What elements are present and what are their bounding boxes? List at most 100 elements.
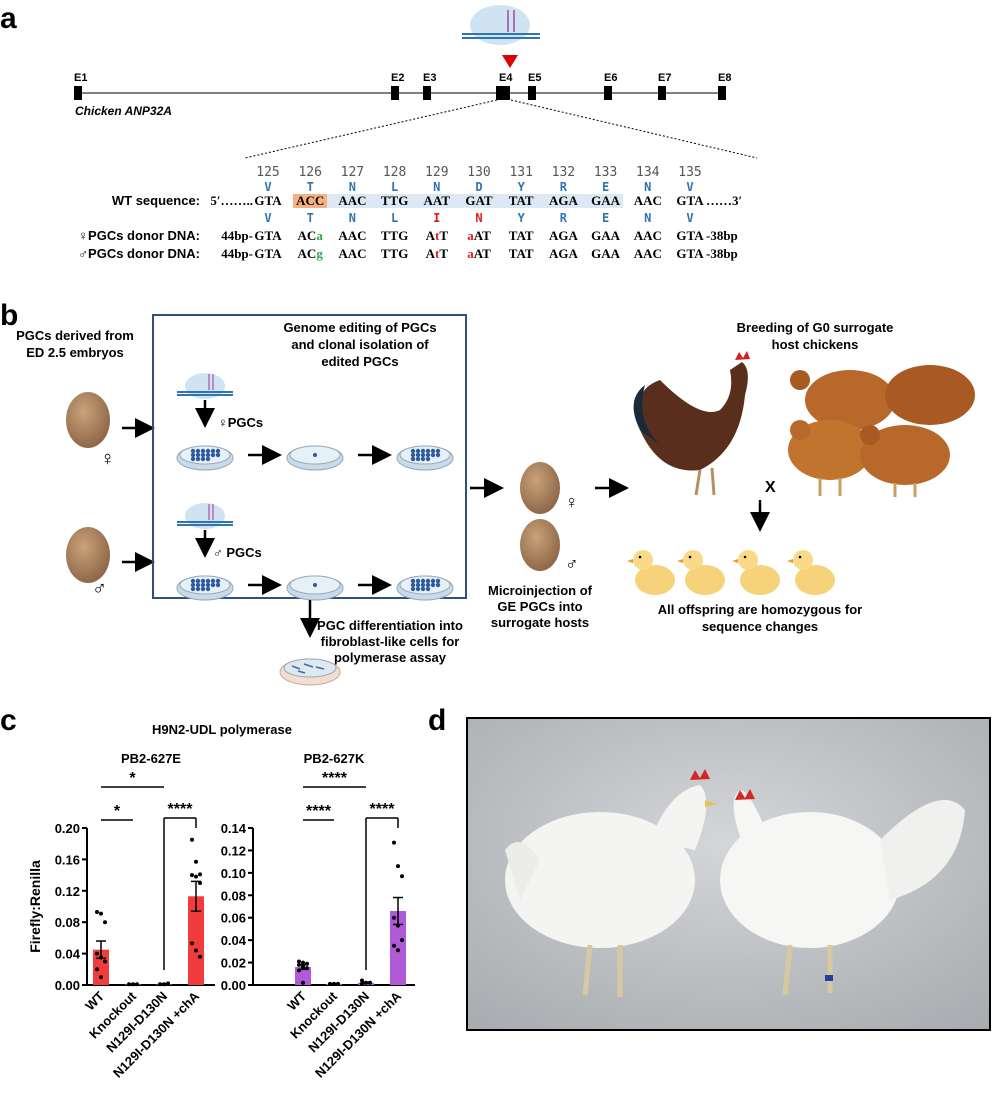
residue-number: 127 [341,165,364,180]
residue-number: 126 [298,165,321,180]
wt-codon: TAT [509,193,534,208]
data-point [194,874,198,879]
wt-amino-acid: R [560,180,568,194]
wt-codon: AGA [549,193,579,208]
donor-codon: TTG [381,246,408,261]
microinjection-text-2: GE PGCs into [497,599,582,614]
diff-text-1: PGC differentiation into [317,618,463,633]
dish-pgcs [176,575,234,601]
female-donor-label: ♀PGCs donor DNA: [78,228,200,243]
wt-codon: AAC [634,193,662,208]
x-tick-label: WT [82,988,107,1013]
codon-part: TAT [509,246,534,261]
codon-part: GTA [676,228,704,243]
chart-title: PB2-627E [121,751,181,766]
codon-part: GTA [254,228,282,243]
wt-amino-acid: N [349,180,356,194]
wt-prefix: 5′…….. [210,193,253,208]
donor-codon: aAT [467,246,491,261]
bar-chart-PB2-627E: PB2-627E Firefly:Renilla 0.00 0.04 0.08 0.12 0… [27,751,215,1081]
wt-codon: ACC [296,193,324,208]
residue-number: 132 [552,165,575,180]
data-point [99,911,103,916]
source-text-1: PGCs derived from [16,328,134,343]
data-point [297,968,301,973]
pam-highlight [293,194,327,208]
wt-codon: GTA [254,193,282,208]
data-point [131,982,135,987]
wt-amino-acid: N [644,180,651,194]
y-tick-label: 0.02 [221,956,246,971]
donor-codon: AAC [634,228,662,243]
codon-part: GAA [591,228,621,243]
data-point [396,864,400,869]
donor-codon: TAT [509,228,534,243]
microinjection-text-1: Microinjection of [488,583,593,598]
zoom-line-right [510,99,758,159]
data-point [127,982,131,987]
y-tick-label: 0.06 [221,911,246,926]
donor-codon: AGA [549,228,579,243]
exon-label: E6 [604,72,617,84]
data-point [297,959,301,964]
data-point [95,967,99,972]
donor-amino-acid: N [475,211,482,225]
injected-female-egg [520,462,560,514]
wt-amino-acid: Y [518,180,526,194]
x-tick-label: WT [284,988,309,1013]
data-point [368,980,372,985]
data-point [103,920,107,925]
donor-codon: AtT [426,228,449,243]
data-point [392,840,396,845]
bar-chart-PB2-627K: PB2-627K 0.00 0.02 0.04 0.06 0.08 0.10 0.12 0.14… [221,751,415,1081]
chick-icon [787,550,835,595]
y-tick-label: 0.00 [55,978,80,993]
exon-label: E2 [391,72,404,84]
panel-b-label: b [0,299,18,332]
exon-E4 [496,86,510,100]
y-tick-label: 0.08 [55,915,80,930]
residue-number: 134 [636,165,660,180]
donor-codon: GAA [591,228,621,243]
donor-codon: AAC [634,246,662,261]
significance-label: * [129,770,136,787]
donor-codon: GTA [254,228,282,243]
chick-icon [732,550,780,595]
wt-codon: AAC [338,193,366,208]
female-symbol: ♀ [100,448,115,470]
data-point [305,966,309,971]
chick-icon [627,550,675,595]
chart-title: PB2-627K [304,751,365,766]
codon-part: a [467,228,474,243]
codon-part: AC [298,228,317,243]
injected-female-symbol: ♀ [565,492,579,512]
rooster-image [633,351,750,496]
donor-prefix: 44bp- [221,246,253,261]
y-tick-label: 0.04 [55,947,81,962]
wt-codon: GAT [465,193,493,208]
y-axis-label: Firefly:Renilla [27,860,43,953]
codon-part: A [426,228,436,243]
y-tick-label: 0.00 [221,978,246,993]
wt-amino-acid: N [433,180,440,194]
donor-amino-acid: I [433,211,440,225]
dish-pgcs [176,445,234,471]
data-point [360,978,364,983]
codon-part: AGA [549,246,579,261]
donor-amino-acid: R [560,211,568,225]
codon-part: A [426,246,436,261]
data-point [198,954,202,959]
significance-label: **** [322,770,348,787]
significance-label: **** [168,801,194,818]
donor-codon: GAA [591,246,621,261]
male-egg [66,527,110,583]
panel-c-label: c [0,704,17,737]
codon-part: t [435,246,440,261]
y-tick-label: 0.12 [221,843,246,858]
y-tick-label: 0.04 [221,933,247,948]
exon-E5 [528,86,536,100]
donor-codon: AAC [338,246,366,261]
exon-label: E3 [423,72,436,84]
donor-amino-acid: N [349,211,356,225]
data-point [364,980,368,985]
